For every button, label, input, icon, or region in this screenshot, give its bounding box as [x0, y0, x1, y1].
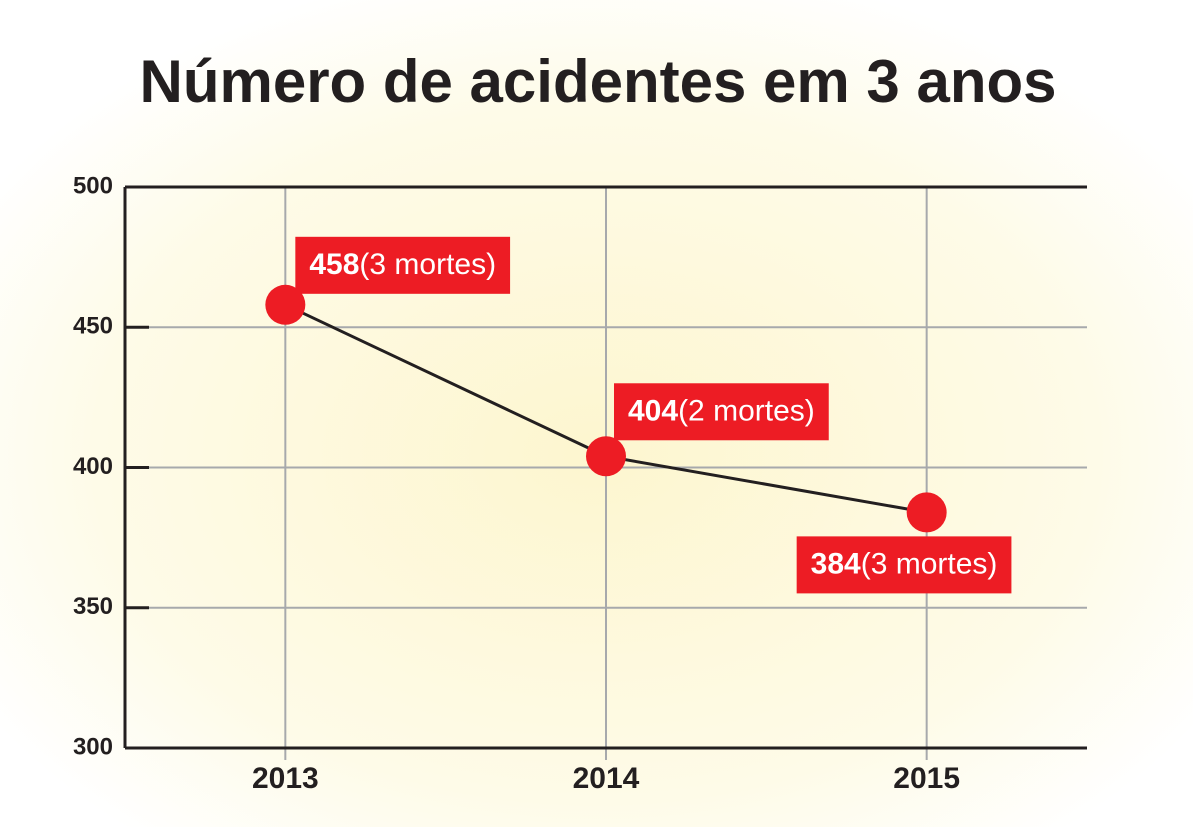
data-point: [906, 492, 947, 533]
data-point: [586, 436, 626, 477]
y-tick-label: 500: [73, 172, 113, 199]
value-label: 458: [309, 248, 359, 281]
y-tick-label: 350: [73, 593, 113, 620]
annotation: (3 mortes): [359, 248, 496, 281]
annotation: (3 mortes): [861, 547, 998, 580]
label-text: 458(3 mortes): [309, 248, 496, 281]
x-tick-label: 2013: [252, 762, 319, 795]
y-tick-label: 400: [73, 453, 113, 480]
label-text: 384(3 mortes): [811, 547, 998, 580]
label-text: 404(2 mortes): [628, 394, 815, 427]
data-label: 458(3 mortes): [295, 236, 511, 294]
label-box: [796, 536, 1012, 594]
x-tick-label: 2015: [893, 762, 960, 795]
value-label: 404: [628, 394, 678, 427]
y-tick-label: 300: [73, 733, 113, 760]
data-label: 404(2 mortes): [614, 383, 829, 441]
annotation: (2 mortes): [678, 394, 815, 427]
label-box: [295, 236, 511, 294]
label-box: [614, 383, 829, 441]
data-point: [265, 284, 306, 325]
x-tick-label: 2014: [573, 762, 640, 795]
value-label: 384: [811, 547, 861, 580]
data-label: 384(3 mortes): [796, 536, 1012, 594]
y-tick-label: 450: [73, 313, 113, 340]
chart-title: Número de acidentes em 3 anos: [140, 48, 1057, 115]
